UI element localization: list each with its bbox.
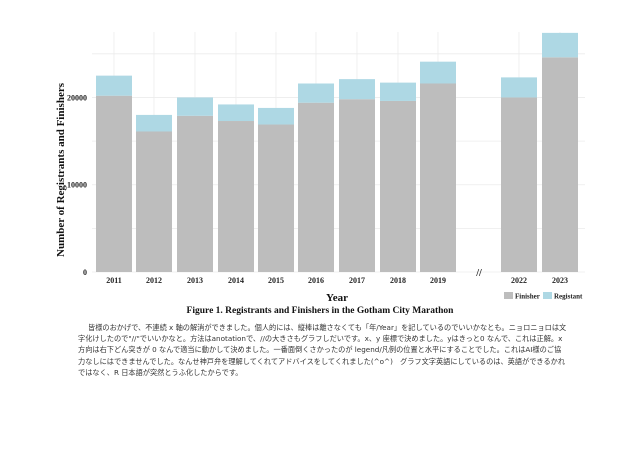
body-paragraph: 皆様のおかげで、不連続 x 軸の解消ができました。個人的には、縦棒は離さなくても… [78, 323, 567, 377]
y-tick-label: 10000 [67, 181, 87, 190]
bar-finisher-2013 [177, 115, 213, 272]
bar-registant-2017 [339, 79, 375, 100]
y-tick-label: 0 [83, 268, 87, 277]
y-axis-title: Number of Registrants and Finishers [55, 82, 67, 257]
bar-registant-2018 [380, 82, 416, 101]
x-tick-label-2018: 2018 [390, 276, 406, 285]
y-axis-ticks: 0 10000 20000 [67, 93, 87, 277]
bar-finisher-2022 [501, 97, 537, 272]
bar-finisher-2019 [420, 83, 456, 272]
x-tick-label-2019: 2019 [430, 276, 446, 285]
bar-finisher-2017 [339, 99, 375, 272]
figure-caption: Figure 1. Registrants and Finishers in t… [186, 306, 454, 316]
bar-registant-2023 [542, 32, 578, 58]
bars [96, 32, 578, 273]
bar-registant-2015 [258, 107, 294, 125]
bar-registant-2011 [96, 75, 132, 96]
bar-finisher-2023 [542, 57, 578, 273]
bar-registant-2022 [501, 77, 537, 98]
bar-registant-2016 [298, 83, 334, 103]
x-tick-label-2013: 2013 [187, 276, 203, 285]
bar-finisher-2016 [298, 102, 334, 272]
legend-swatch-finisher [504, 292, 513, 299]
bar-finisher-2011 [96, 95, 132, 272]
legend: Finisher Registant [504, 292, 583, 301]
y-tick-label: 20000 [67, 93, 87, 102]
x-tick-label-2022: 2022 [511, 276, 527, 285]
bar-registant-2012 [136, 114, 172, 132]
bar-finisher-2018 [380, 100, 416, 272]
axis-break-marker: // [475, 268, 482, 279]
bar-registant-2013 [177, 97, 213, 116]
x-tick-label-2017: 2017 [349, 276, 365, 285]
legend-swatch-registant [543, 292, 552, 299]
legend-label-registant: Registant [554, 293, 583, 301]
bar-registant-2019 [420, 61, 456, 84]
bar-finisher-2012 [136, 131, 172, 272]
bar-finisher-2015 [258, 124, 294, 272]
x-tick-label-2014: 2014 [228, 276, 244, 285]
bar-registant-2014 [218, 104, 254, 122]
legend-label-finisher: Finisher [515, 293, 540, 301]
stacked-bar-chart: 0 10000 20000 2011 2012 2013 2014 2015 2016 2017… [55, 32, 585, 304]
x-axis-title: Year [326, 292, 348, 304]
bar-finisher-2014 [218, 121, 254, 272]
x-tick-label-2015: 2015 [268, 276, 284, 285]
x-tick-label-2011: 2011 [106, 276, 122, 285]
x-tick-label-2023: 2023 [552, 276, 568, 285]
x-tick-label-2012: 2012 [146, 276, 162, 285]
x-tick-label-2016: 2016 [308, 276, 324, 285]
x-axis-ticks: 2011 2012 2013 2014 2015 2016 2017 2018 2019 2022… [106, 276, 568, 285]
